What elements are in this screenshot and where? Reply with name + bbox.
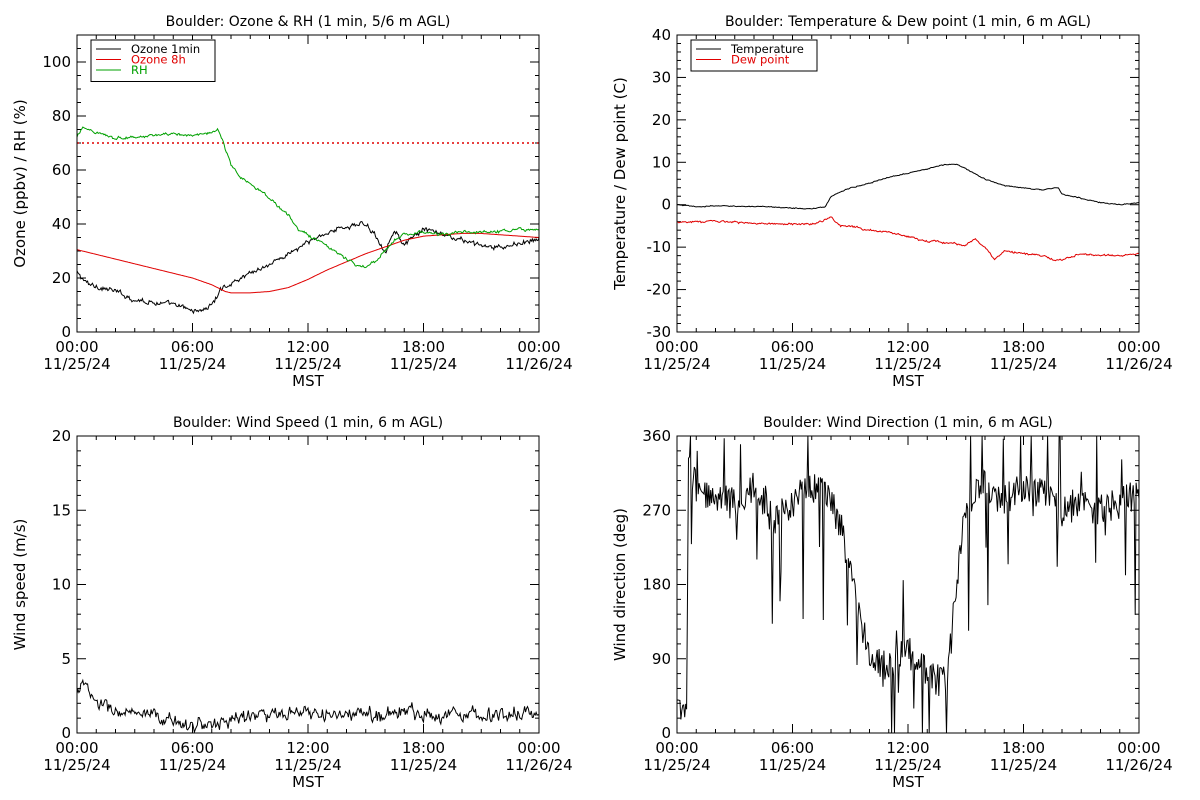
x-tick-label-time: 00:00 <box>1117 338 1160 356</box>
y-tick-label: 40 <box>652 26 671 44</box>
x-tick-label-time: 00:00 <box>55 739 98 757</box>
legend-box <box>90 39 216 82</box>
x-tick-label-time: 18:00 <box>1002 338 1045 356</box>
legend-label: RH <box>131 63 148 77</box>
x-tick-label-time: 18:00 <box>402 739 445 757</box>
plot-frame <box>76 34 540 333</box>
y-tick-label: 360 <box>642 427 671 445</box>
x-tick-label-date: 11/25/24 <box>759 756 826 774</box>
y-tick-label: 10 <box>652 153 671 171</box>
x-tick-label-date: 11/25/24 <box>43 756 110 774</box>
x-tick-label-date: 11/25/24 <box>990 756 1057 774</box>
x-tick-label-date: 11/25/24 <box>643 756 710 774</box>
y-tick-label: 270 <box>642 501 671 519</box>
y-tick-label: 0 <box>661 724 671 742</box>
x-tick-label-time: 00:00 <box>655 338 698 356</box>
y-axis-label: Temperature / Dew point (C) <box>611 77 629 291</box>
x-axis-label: MST <box>892 773 924 791</box>
chart-title: Boulder: Wind Speed (1 min, 6 m AGL) <box>173 415 443 431</box>
x-tick-label-date: 11/26/24 <box>505 355 572 373</box>
x-tick-label-time: 00:00 <box>517 338 560 356</box>
x-tick-label-date: 11/25/24 <box>643 355 710 373</box>
y-tick-label: -30 <box>647 323 672 341</box>
chart-panel-2: Boulder: Temperature & Dew point (1 min,… <box>611 14 1173 390</box>
legend-label: Ozone 8h <box>131 53 186 67</box>
y-tick-label: 60 <box>52 161 71 179</box>
x-tick-label-time: 06:00 <box>171 338 214 356</box>
y-tick-label: 80 <box>52 107 71 125</box>
y-tick-label: 100 <box>42 53 71 71</box>
y-tick-label: 20 <box>52 269 71 287</box>
chart-panel-3: Boulder: Wind Speed (1 min, 6 m AGL) Wind… <box>11 415 573 791</box>
y-tick-label: 20 <box>52 427 71 445</box>
x-tick-label-date: 11/25/24 <box>990 355 1057 373</box>
y-tick-label: 5 <box>61 650 71 668</box>
legend-box <box>690 39 818 72</box>
x-tick-label-time: 00:00 <box>517 739 560 757</box>
chart-panel-1: Boulder: Ozone & RH (1 min, 5/6 m AGL) Oz… <box>11 14 573 390</box>
y-tick-label: 0 <box>661 196 671 214</box>
x-axis-label: MST <box>892 372 924 390</box>
x-tick-label-time: 00:00 <box>655 739 698 757</box>
x-tick-label-time: 12:00 <box>886 338 929 356</box>
series-line-dew-point <box>677 216 1139 262</box>
x-tick-label-date: 11/25/24 <box>274 756 341 774</box>
x-tick-label-time: 12:00 <box>886 739 929 757</box>
y-tick-label: 90 <box>652 650 671 668</box>
y-axis-label: Ozone (ppbv) / RH (%) <box>11 99 29 268</box>
legend-label: Ozone 1min <box>131 42 200 56</box>
series-line-temperature <box>677 163 1139 210</box>
chart-title: Boulder: Temperature & Dew point (1 min,… <box>725 14 1091 30</box>
x-tick-label-date: 11/25/24 <box>390 756 457 774</box>
y-tick-label: 10 <box>52 576 71 594</box>
x-tick-label-time: 06:00 <box>771 338 814 356</box>
x-tick-label-date: 11/25/24 <box>874 355 941 373</box>
x-axis-label: MST <box>292 773 324 791</box>
x-tick-label-time: 12:00 <box>286 739 329 757</box>
chart-panel-4: Boulder: Wind Direction (1 min, 6 m AGL)… <box>611 415 1173 791</box>
x-tick-label-time: 12:00 <box>286 338 329 356</box>
x-axis-label: MST <box>292 372 324 390</box>
y-tick-label: 0 <box>61 724 71 742</box>
y-tick-label: 15 <box>52 501 71 519</box>
x-tick-label-time: 18:00 <box>1002 739 1045 757</box>
y-tick-label: -20 <box>647 281 672 299</box>
y-axis-label: Wind direction (deg) <box>611 508 629 661</box>
legend-label: Dew point <box>731 53 790 67</box>
x-tick-label-date: 11/26/24 <box>1105 756 1172 774</box>
x-tick-label-time: 00:00 <box>1117 739 1160 757</box>
x-tick-label-date: 11/25/24 <box>159 756 226 774</box>
x-tick-label-date: 11/25/24 <box>759 355 826 373</box>
plot-frame <box>76 435 540 734</box>
plot-frame <box>676 34 1140 333</box>
x-tick-label-date: 11/25/24 <box>43 355 110 373</box>
x-tick-label-date: 11/26/24 <box>505 756 572 774</box>
series-line-rh <box>77 126 539 269</box>
x-tick-label-time: 06:00 <box>771 739 814 757</box>
x-tick-label-date: 11/25/24 <box>159 355 226 373</box>
y-axis-label: Wind speed (m/s) <box>11 519 29 651</box>
x-tick-label-date: 11/25/24 <box>274 355 341 373</box>
y-tick-label: 180 <box>642 576 671 594</box>
y-tick-label: 30 <box>652 68 671 86</box>
x-tick-label-date: 11/26/24 <box>1105 355 1172 373</box>
y-tick-label: 0 <box>61 323 71 341</box>
y-tick-label: 40 <box>52 215 71 233</box>
y-tick-label: -10 <box>647 238 672 256</box>
x-tick-label-date: 11/25/24 <box>390 355 457 373</box>
x-tick-label-time: 06:00 <box>171 739 214 757</box>
x-tick-label-time: 18:00 <box>402 338 445 356</box>
x-tick-label-date: 11/25/24 <box>874 756 941 774</box>
legend-label: Temperature <box>730 42 804 56</box>
y-tick-label: 20 <box>652 111 671 129</box>
chart-title: Boulder: Ozone & RH (1 min, 5/6 m AGL) <box>166 14 451 30</box>
series-line-wind-3 <box>677 436 1139 733</box>
series-line-ozone-1min <box>77 221 539 315</box>
series-line-wind-2 <box>77 678 539 733</box>
plot-frame <box>676 435 1140 734</box>
chart-title: Boulder: Wind Direction (1 min, 6 m AGL) <box>763 415 1052 431</box>
x-tick-label-time: 00:00 <box>55 338 98 356</box>
